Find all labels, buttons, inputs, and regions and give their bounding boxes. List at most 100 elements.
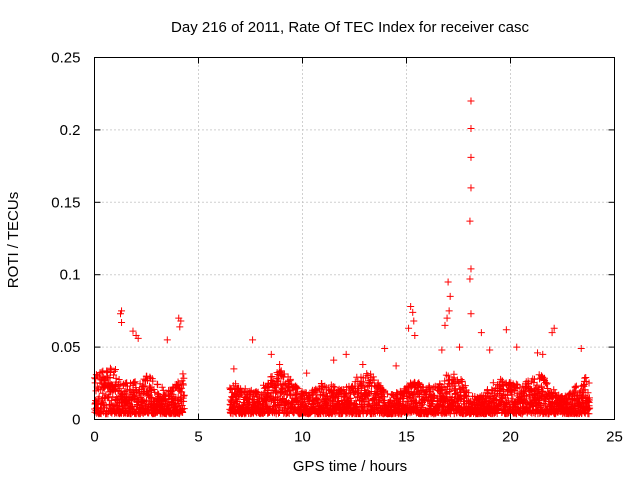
data-point (585, 410, 593, 418)
data-point (442, 395, 450, 403)
data-point (411, 332, 419, 340)
data-point (392, 394, 400, 402)
data-point (441, 321, 449, 329)
data-point (494, 406, 502, 414)
data-point (329, 382, 337, 390)
data-point (507, 388, 515, 396)
data-point (347, 394, 355, 402)
data-point (381, 345, 389, 353)
data-point (134, 334, 142, 342)
data-point (275, 375, 283, 383)
data-point (103, 394, 111, 402)
data-point (498, 395, 506, 403)
data-point (581, 386, 589, 394)
x-tick-label: 5 (194, 429, 202, 446)
x-tick-label: 15 (398, 429, 415, 446)
data-point (467, 153, 475, 161)
data-point (534, 349, 542, 357)
data-point (548, 329, 556, 337)
data-point (98, 373, 106, 381)
data-point (461, 382, 469, 390)
data-point (92, 375, 100, 383)
data-point (399, 398, 407, 406)
data-point (444, 372, 452, 380)
data-point (440, 384, 448, 392)
grid-lines (94, 57, 615, 420)
data-point (464, 389, 472, 397)
data-point (585, 394, 593, 402)
data-point (466, 217, 474, 225)
data-point (259, 401, 267, 409)
data-point (441, 377, 449, 385)
data-point (442, 371, 450, 379)
data-point (405, 324, 413, 332)
data-point (303, 369, 311, 377)
data-point (142, 372, 150, 380)
data-point (98, 400, 106, 408)
data-point (493, 395, 501, 403)
data-point (130, 378, 138, 386)
data-point (327, 396, 335, 404)
data-point (179, 381, 187, 389)
data-point (458, 378, 466, 386)
data-point (438, 346, 446, 354)
data-point (429, 394, 437, 402)
data-point (253, 389, 261, 397)
data-point (179, 370, 187, 378)
axis-ticks: 0 5 10 15 20 25 0 0.05 0.1 0.15 0.2 0.25 (51, 50, 623, 446)
data-point (342, 350, 350, 358)
data-point (467, 184, 475, 192)
data-point (180, 374, 188, 382)
data-point (149, 377, 157, 385)
data-point (581, 374, 589, 382)
data-point (442, 389, 450, 397)
data-point (276, 360, 284, 368)
data-point (164, 397, 172, 405)
data-point (415, 379, 423, 387)
data-point (544, 384, 552, 392)
data-points (91, 97, 594, 418)
data-point (467, 97, 475, 105)
x-tick-label: 20 (502, 429, 519, 446)
data-point (150, 386, 158, 394)
data-point (477, 329, 485, 337)
data-point (537, 384, 545, 392)
data-point (550, 324, 558, 332)
data-point (516, 384, 524, 392)
data-point (467, 265, 475, 273)
data-point (369, 373, 377, 381)
data-point (542, 379, 550, 387)
data-point (177, 317, 185, 325)
data-point (444, 278, 452, 286)
data-point (331, 383, 339, 391)
data-point (280, 370, 288, 378)
data-point (285, 410, 293, 418)
plot-frame (94, 57, 615, 420)
data-point (277, 389, 285, 397)
data-point (466, 275, 474, 283)
y-tick-label: 0.25 (51, 50, 80, 67)
data-point (445, 307, 453, 315)
data-point (115, 375, 123, 383)
data-point (496, 386, 504, 394)
data-point (180, 405, 188, 413)
data-point (129, 327, 137, 335)
data-point (467, 310, 475, 318)
data-point (526, 387, 534, 395)
data-point (313, 395, 321, 403)
x-tick-label: 0 (90, 429, 98, 446)
data-point (407, 303, 415, 311)
data-point (359, 360, 367, 368)
data-point (99, 389, 107, 397)
data-point (443, 314, 451, 322)
y-tick-label: 0.1 (60, 267, 81, 284)
data-point (163, 336, 171, 344)
data-point (456, 343, 464, 351)
data-point (486, 346, 494, 354)
data-point (582, 374, 590, 382)
data-point (319, 388, 327, 396)
data-point (392, 362, 400, 370)
data-point (504, 397, 512, 405)
data-point (567, 401, 575, 409)
